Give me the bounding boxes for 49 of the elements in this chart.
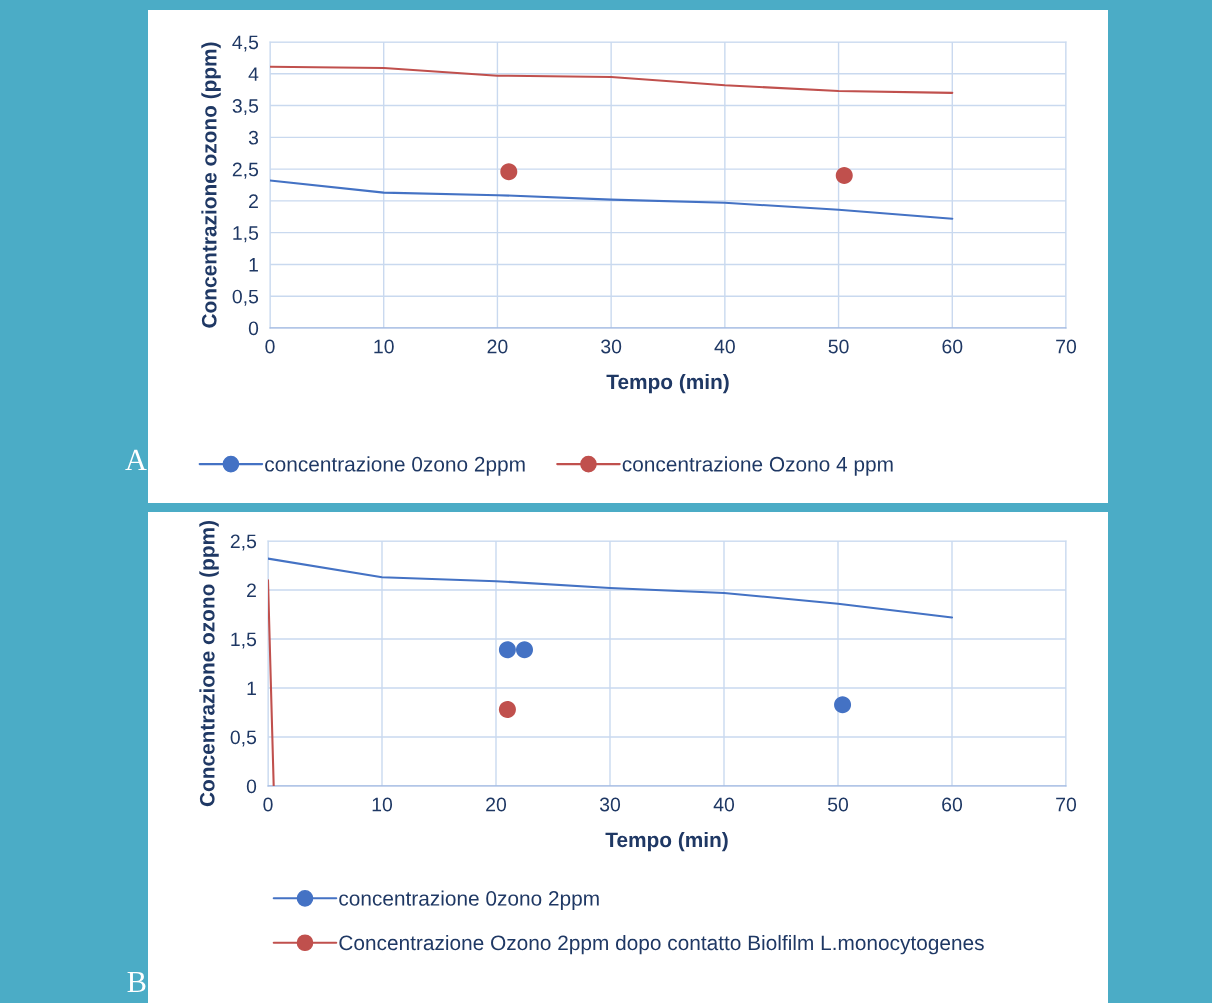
x-tick-label: 0 <box>265 339 275 354</box>
y-tick-label: 2,5 <box>232 162 259 179</box>
y-tick-label: 0 <box>248 321 259 336</box>
y-tick-label: 0,5 <box>230 730 257 747</box>
y-tick-label: 3 <box>248 130 259 145</box>
y-tick-label: 0 <box>246 779 257 794</box>
x-axis-title: Tempo (min) <box>606 373 729 394</box>
point <box>498 701 516 719</box>
legend-label: concentrazione 0zono 2ppm <box>265 456 525 476</box>
y-tick-label: 4,5 <box>232 35 259 52</box>
line-series <box>270 65 954 94</box>
y-tick-label: 0,5 <box>232 289 259 306</box>
y-axis-title: Concentrazione ozono (ppm) <box>201 42 221 328</box>
x-tick-label: 60 <box>942 339 963 354</box>
text: B <box>127 971 146 993</box>
y-tick-label: 2 <box>247 583 256 598</box>
x-tick-label: 70 <box>1056 797 1077 812</box>
line-series <box>270 179 954 220</box>
x-tick-label: 30 <box>601 339 622 354</box>
text: A <box>125 449 147 470</box>
y-tick-label: 1 <box>249 258 258 272</box>
y-axis-title: Concentrazione ozono (ppm) <box>199 521 219 807</box>
x-tick-label: 70 <box>1056 339 1077 354</box>
point <box>515 641 534 659</box>
x-tick-label: 10 <box>374 339 394 354</box>
x-tick-label: 0 <box>263 797 273 812</box>
legend-label: concentrazione Ozono 4 ppm <box>622 456 893 476</box>
x-tick-label: 20 <box>487 339 508 354</box>
x-tick-label: 50 <box>828 339 849 354</box>
line-series <box>268 557 954 619</box>
y-tick-label: 2 <box>249 194 258 208</box>
legend-label: Concentrazione Ozono 2ppm dopo contatto Biolfilm L.monocytogenes <box>339 934 984 955</box>
x-axis-title: Tempo (min) <box>605 831 728 852</box>
x-tick-label: 40 <box>714 339 735 354</box>
legend-label: concentrazione 0zono 2ppm <box>339 890 599 910</box>
x-tick-label: 10 <box>372 797 393 812</box>
y-tick-label: 3,5 <box>232 99 259 116</box>
point <box>498 641 516 659</box>
x-tick-label: 40 <box>713 797 735 812</box>
y-tick-label: 1,5 <box>231 632 257 649</box>
x-tick-label: 30 <box>599 797 621 812</box>
y-tick-label: 1,5 <box>233 226 259 243</box>
x-tick-label: 60 <box>942 797 963 812</box>
x-tick-label: 50 <box>827 797 849 812</box>
y-tick-label: 4 <box>248 67 259 81</box>
point <box>834 696 852 714</box>
y-tick-label: 2,5 <box>230 534 257 551</box>
x-tick-label: 20 <box>486 797 507 812</box>
y-tick-label: 1 <box>247 681 256 696</box>
